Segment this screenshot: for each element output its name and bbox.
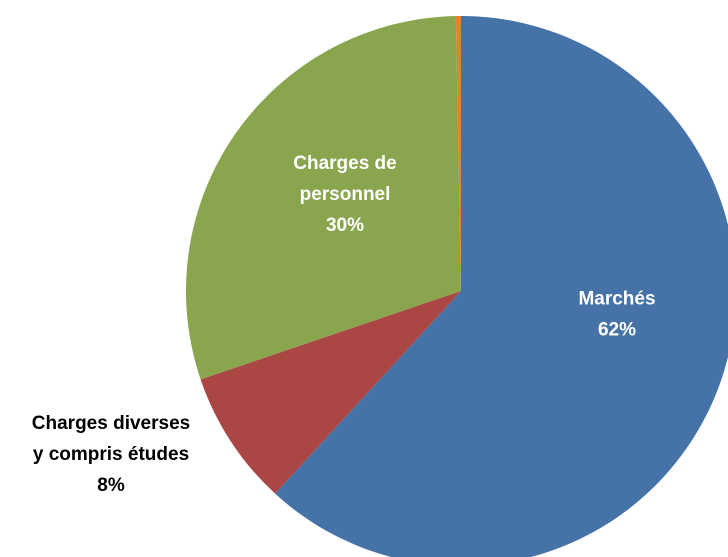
value-label: 30% <box>326 215 364 236</box>
pie-slice <box>185 16 461 380</box>
slice-label: Charges de personnel <box>293 153 396 205</box>
slice-label-line: Marchés <box>578 289 655 310</box>
slice-label-line: personnel <box>300 184 391 205</box>
value-label: 62% <box>598 320 636 341</box>
slice-label: Charges diverses y compris études <box>32 413 190 465</box>
slice-label-line: y compris études <box>33 444 189 465</box>
pie-slice <box>200 291 461 494</box>
slice-label-line: Charges de <box>293 153 396 174</box>
pie-slice <box>455 16 461 291</box>
slice-label: Marchés <box>578 289 655 310</box>
pie-slice <box>275 16 728 557</box>
slice-label-line: Charges diverses <box>32 413 190 434</box>
value-label: 8% <box>97 475 125 496</box>
